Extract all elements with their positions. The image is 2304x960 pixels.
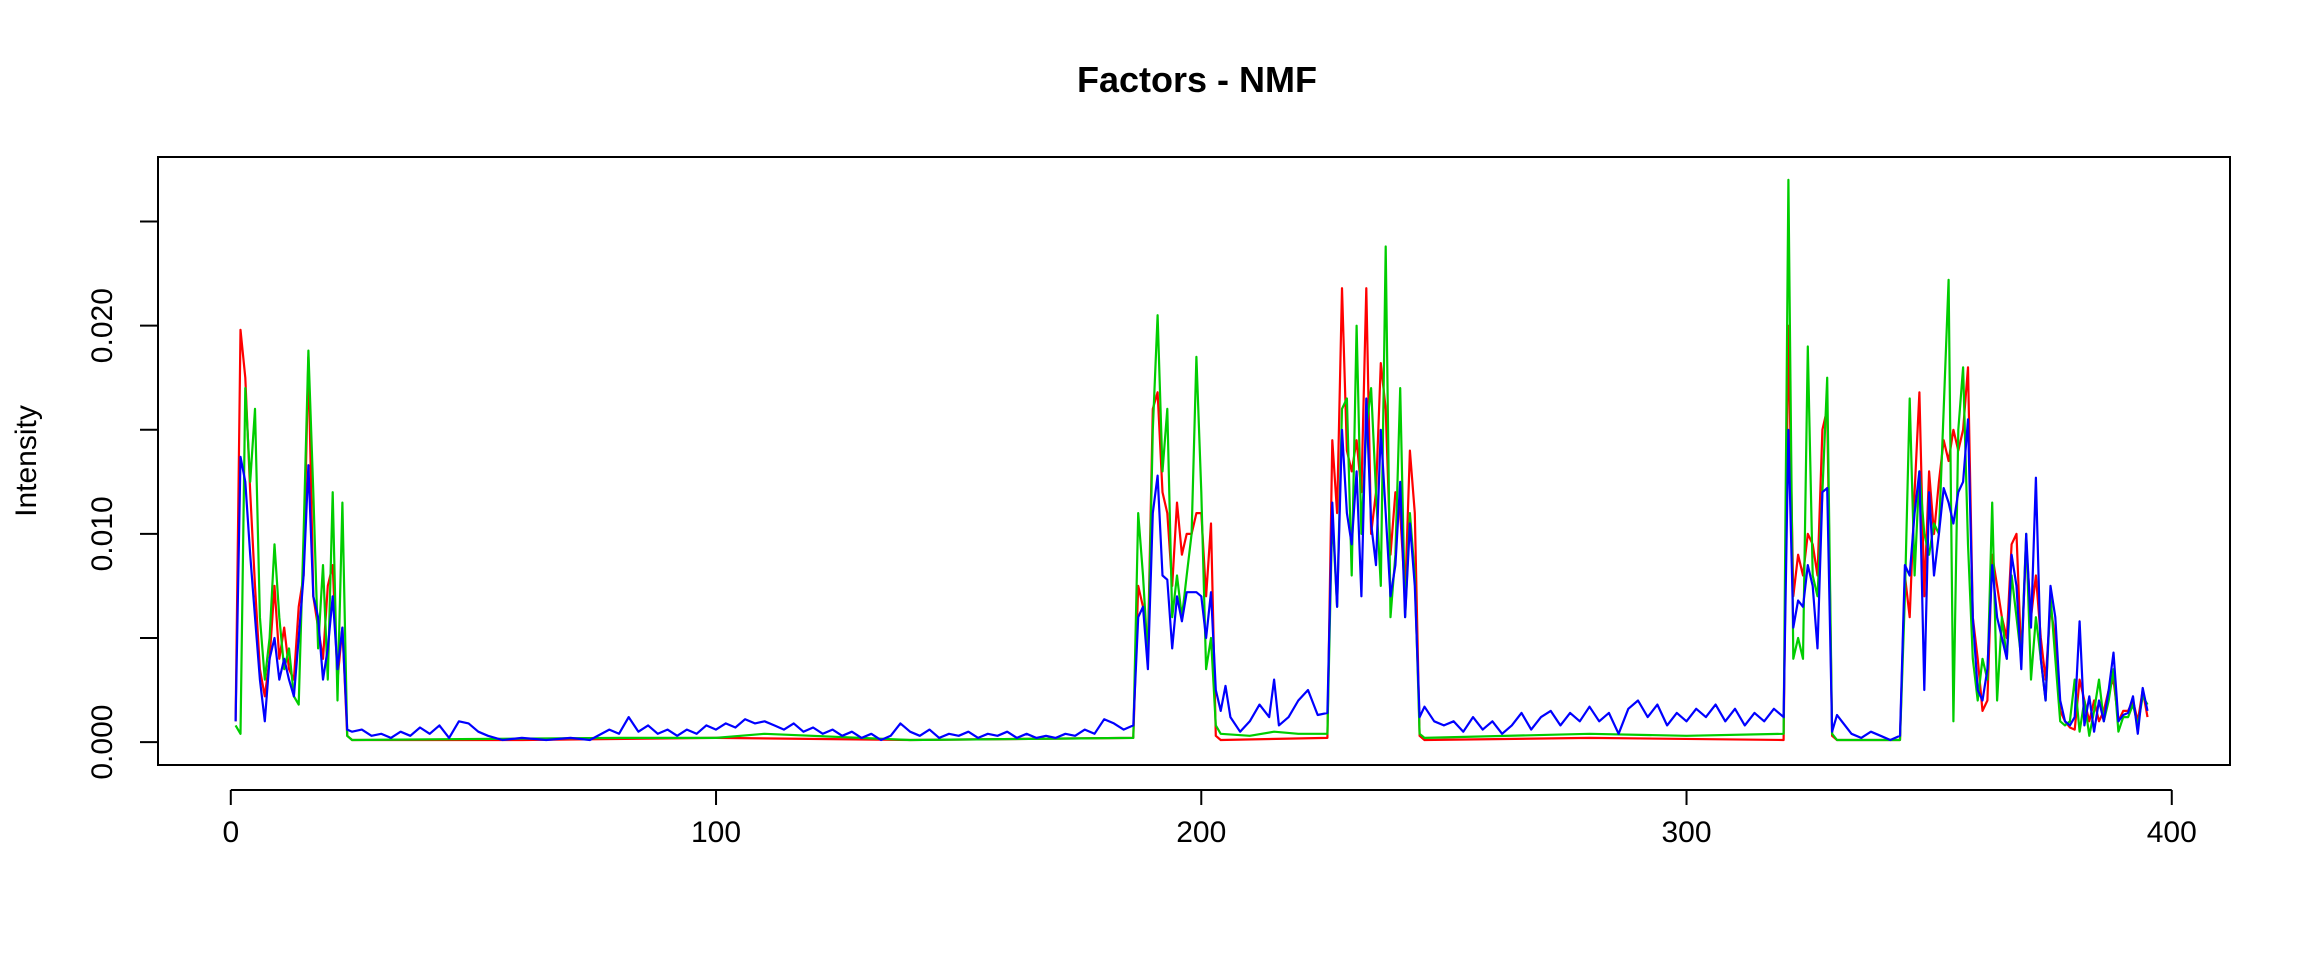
y-axis-label: Intensity: [10, 405, 43, 517]
series-lines: [234, 178, 2149, 742]
x-tick-label: 0: [222, 816, 239, 849]
y-tick-label: 0.000: [86, 705, 119, 780]
x-axis: 0 100 200 300 400: [222, 789, 2197, 849]
chart-title: Factors - NMF: [1077, 59, 1317, 100]
y-axis: 0.000 0.010 0.020: [86, 220, 159, 780]
series-line-3: [234, 397, 2149, 742]
x-tick-label: 300: [1661, 816, 1711, 849]
x-tick-label: 100: [691, 816, 741, 849]
y-tick-label: 0.010: [86, 496, 119, 571]
x-tick-label: 200: [1176, 816, 1226, 849]
series-line-2: [234, 178, 2149, 742]
y-tick-label: 0.020: [86, 288, 119, 363]
x-tick-label: 400: [2147, 816, 2197, 849]
